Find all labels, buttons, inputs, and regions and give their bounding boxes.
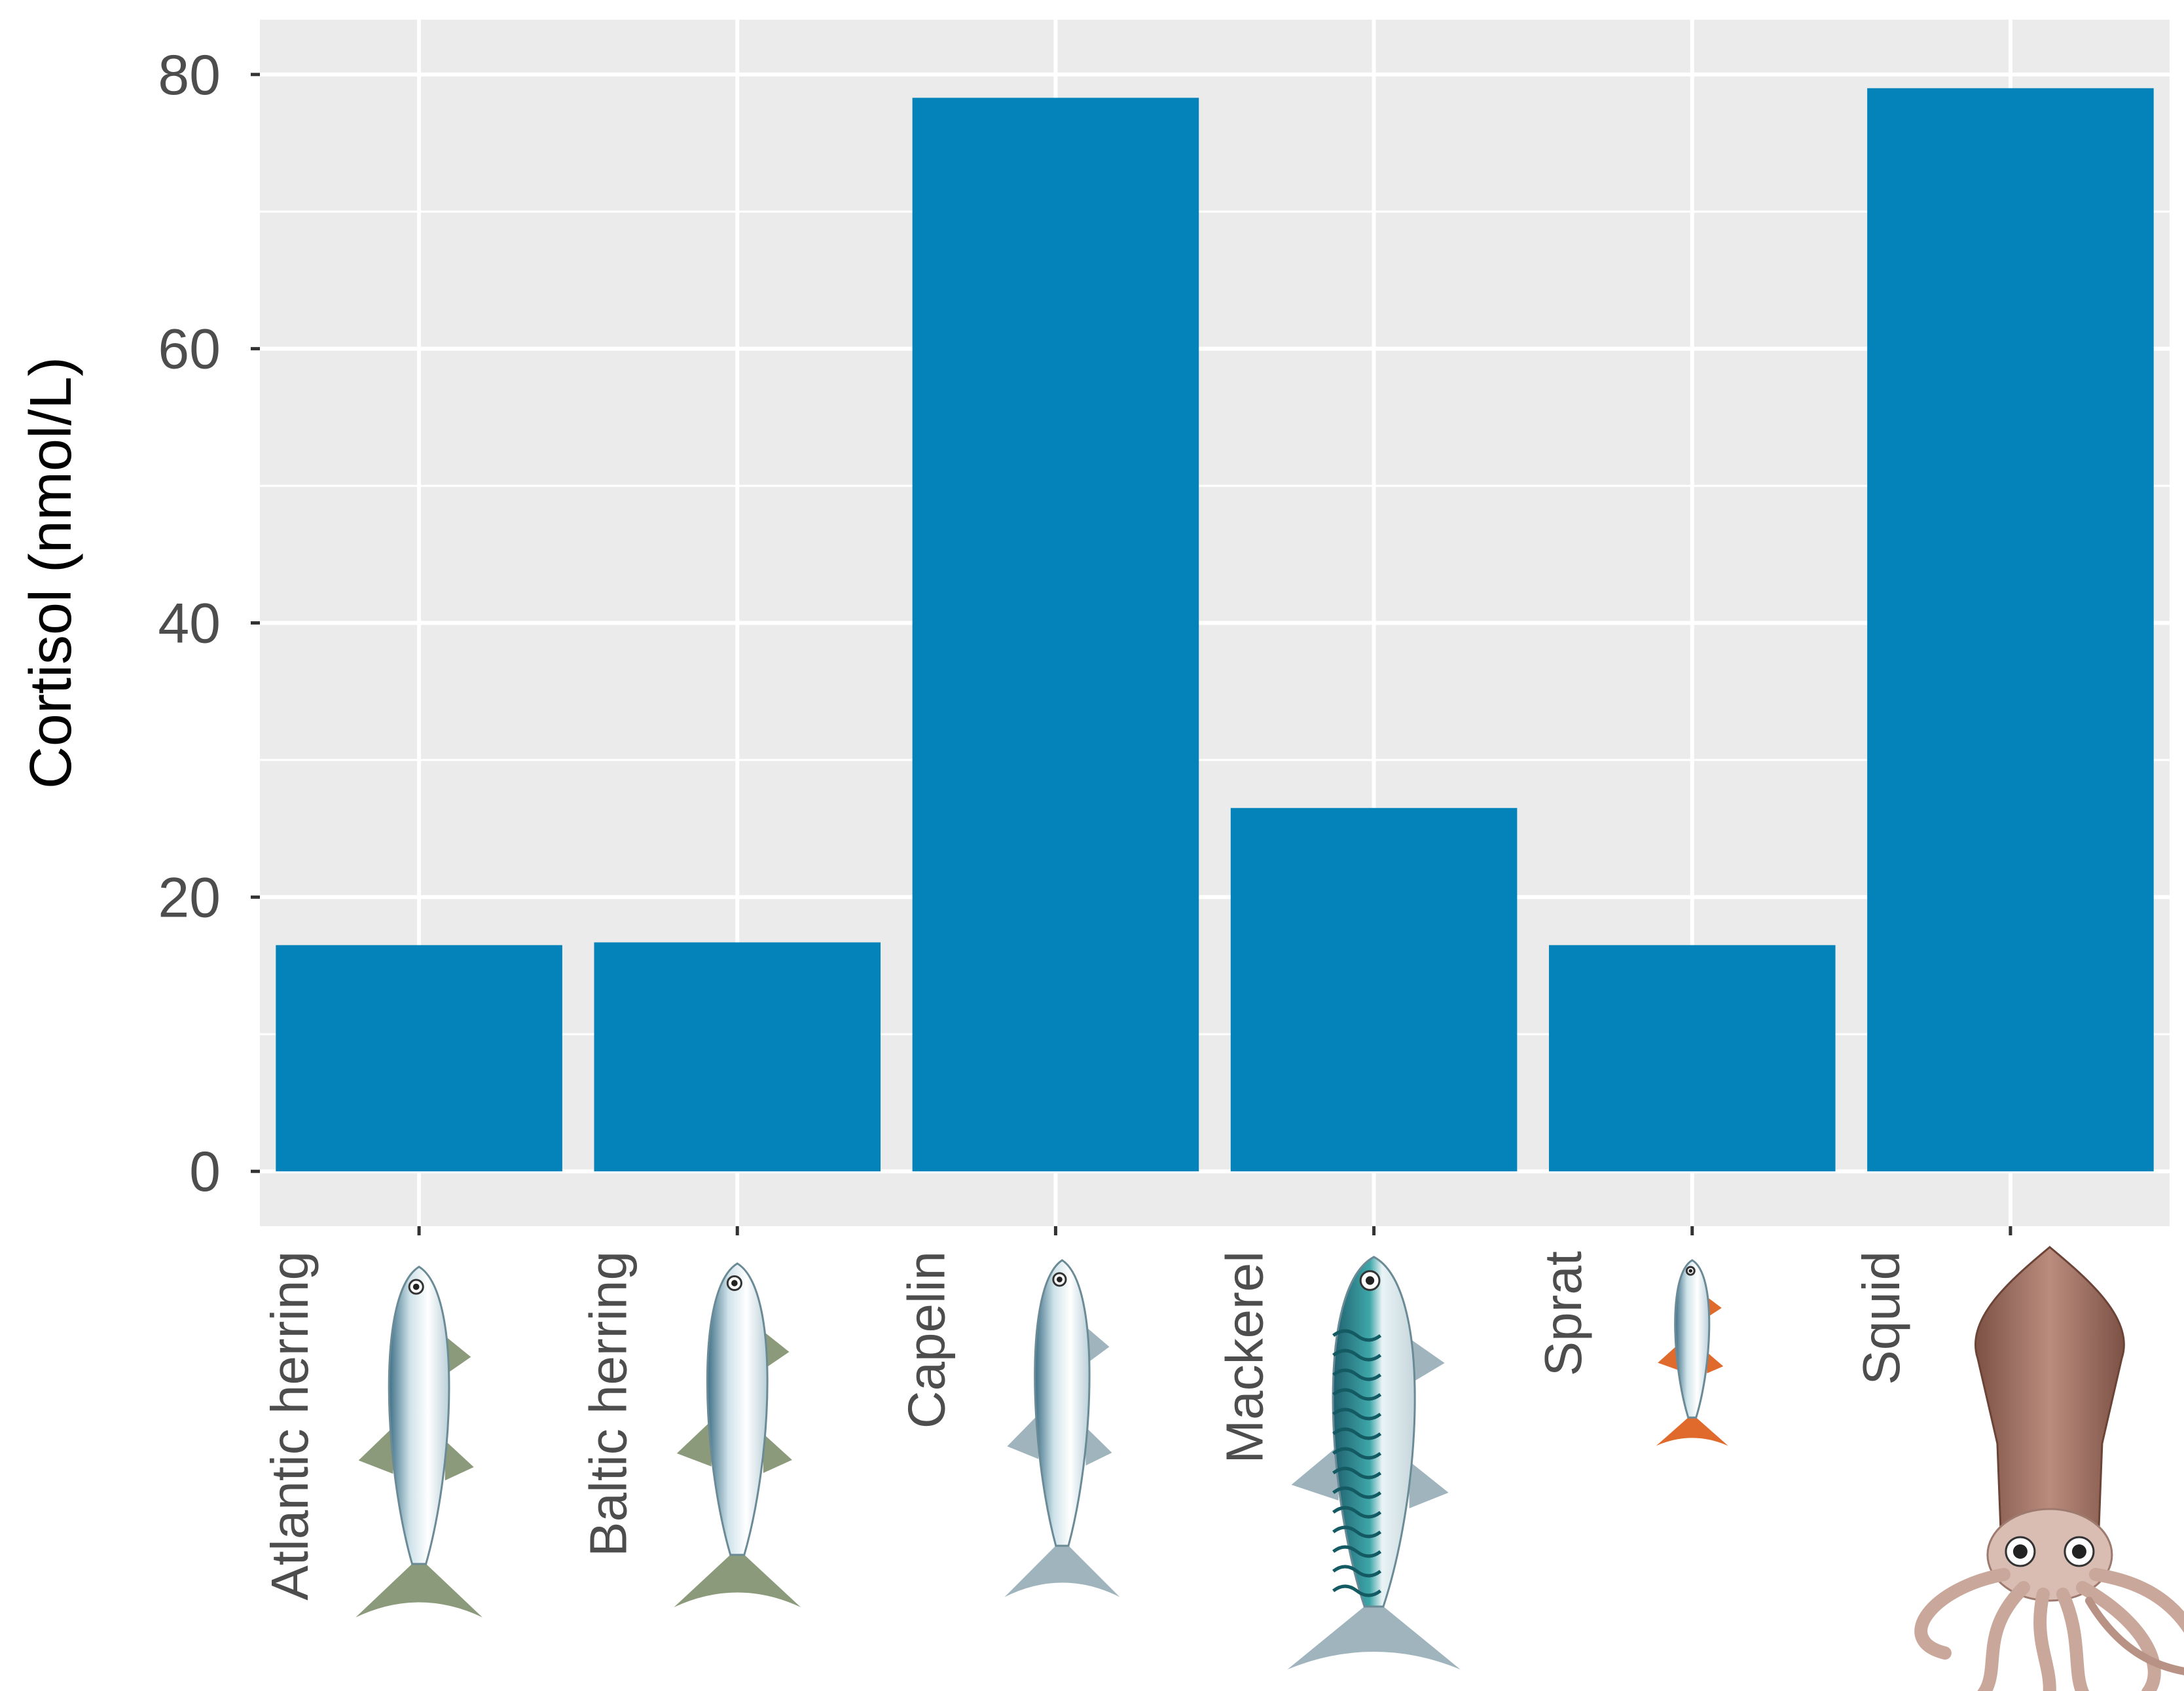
x-axis: Atlantic herring Baltic herring Capelin Mac…	[261, 1226, 2012, 1601]
bar-sprat	[1548, 945, 1836, 1172]
y-axis-title: Cortisol (nmol/L)	[18, 357, 84, 789]
x-tick-label: Sprat	[1534, 1251, 1592, 1376]
y-axis: 0 20 40 60 80	[158, 44, 260, 1203]
bars	[276, 88, 2154, 1172]
y-tick-label: 60	[158, 318, 221, 381]
bar-mackerel	[1230, 808, 1518, 1172]
y-tick-label: 40	[158, 592, 221, 655]
y-tick-label: 0	[189, 1140, 221, 1203]
bar-atlantic-herring	[276, 945, 562, 1172]
bar-baltic-herring	[594, 942, 881, 1172]
category-icons	[355, 1246, 2184, 1691]
x-tick-label: Atlantic herring	[261, 1251, 319, 1601]
y-tick-label: 80	[158, 44, 221, 107]
x-tick-label: Mackerel	[1216, 1251, 1274, 1464]
y-tick-label: 20	[158, 866, 221, 929]
capelin-icon	[1004, 1259, 1120, 1597]
squid-icon	[1914, 1246, 2184, 1691]
bar-squid	[1867, 88, 2154, 1172]
x-tick-label: Baltic herring	[579, 1251, 637, 1557]
x-tick-label: Capelin	[897, 1251, 955, 1428]
herring-icon	[355, 1265, 482, 1618]
bar-capelin	[912, 98, 1199, 1172]
x-tick-label: Squid	[1852, 1251, 1910, 1385]
mackerel-icon	[1287, 1256, 1461, 1669]
herring-icon	[674, 1262, 801, 1607]
sprat-icon	[1656, 1259, 1728, 1446]
